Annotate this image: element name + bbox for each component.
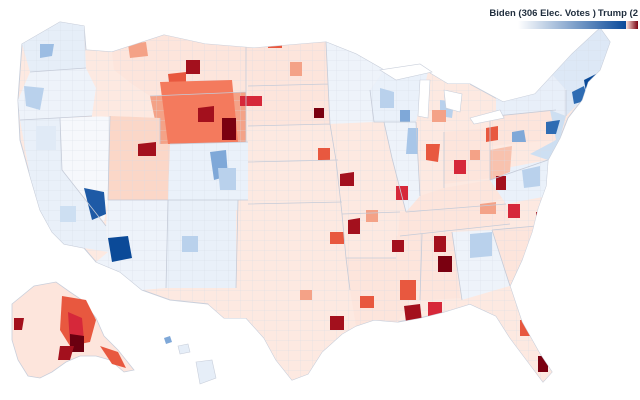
legend-biden-label: Biden (306 Elec. Votes ) xyxy=(489,8,596,19)
legend-trump-label: Trump (2 xyxy=(597,8,638,19)
state-alaska[interactable] xyxy=(11,281,135,379)
legend-biden-gradient xyxy=(518,21,626,29)
legend: Biden (306 Elec. Votes ) Trump (2 xyxy=(489,8,640,36)
state-borders xyxy=(19,41,567,301)
legend-trump-gradient xyxy=(626,21,638,29)
state-hawaii[interactable] xyxy=(164,336,217,385)
great-lakes xyxy=(379,63,505,125)
legend-title: Biden (306 Elec. Votes ) Trump (2 xyxy=(489,8,638,19)
legend-color-bar xyxy=(518,21,638,29)
